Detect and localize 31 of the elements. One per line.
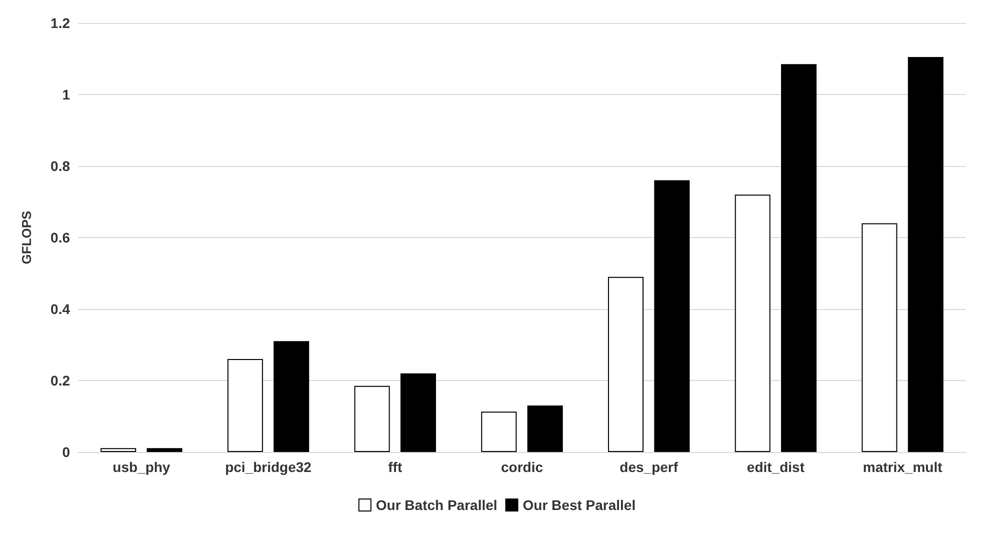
bar <box>274 341 310 452</box>
y-tick-label: 0.6 <box>50 230 70 246</box>
bar <box>227 359 263 452</box>
y-tick-label: 0 <box>62 444 70 460</box>
x-tick-label: pci_bridge32 <box>225 459 312 475</box>
bar <box>734 194 770 452</box>
bar <box>908 56 944 452</box>
bar <box>781 64 817 452</box>
bar <box>100 448 136 452</box>
x-tick-label: fft <box>388 459 402 475</box>
y-tick-label: 0.2 <box>50 372 70 388</box>
x-tick-label: des_perf <box>620 459 678 475</box>
bar <box>354 386 390 452</box>
y-tick-label: 0.4 <box>50 301 70 317</box>
bar <box>862 223 898 452</box>
bar <box>146 448 182 452</box>
bar <box>654 180 690 452</box>
y-axis-title: GFLOPS <box>19 210 34 264</box>
x-tick-label: cordic <box>500 459 544 475</box>
y-tick-label: 1.2 <box>50 15 70 31</box>
y-tick-label: 0.8 <box>50 158 70 174</box>
bar <box>527 406 563 452</box>
legend-label: Our Best Parallel <box>522 497 636 513</box>
bar <box>608 276 644 452</box>
bar <box>400 373 436 452</box>
x-tick-label: matrix_mult <box>862 459 943 475</box>
legend-label: Our Batch Parallel <box>376 497 498 513</box>
y-tick-label: 1 <box>62 86 70 102</box>
bar <box>481 412 517 452</box>
x-tick-label: usb_phy <box>112 459 170 475</box>
x-tick-label: edit_dist <box>746 459 805 475</box>
